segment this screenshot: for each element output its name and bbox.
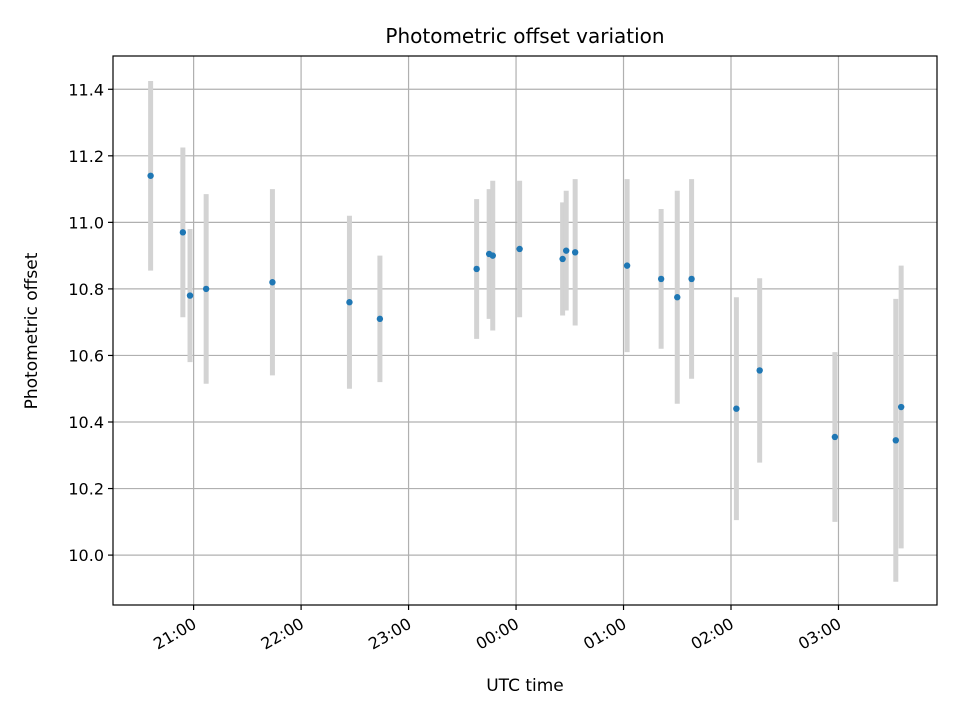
data-point — [559, 255, 566, 263]
y-tick-label: 10.0 — [68, 546, 104, 565]
data-point — [688, 275, 695, 283]
y-tick-label: 10.4 — [68, 413, 104, 432]
data-point — [489, 252, 496, 259]
plot-frame — [112, 55, 938, 606]
data-point — [733, 405, 740, 412]
data-point — [269, 279, 276, 286]
data-point — [147, 172, 154, 179]
data-point — [186, 292, 194, 299]
data-point — [657, 275, 665, 283]
chart-title: Photometric offset variation — [385, 24, 664, 48]
y-axis-label: Photometric offset — [22, 252, 42, 409]
data-point — [516, 245, 523, 253]
data-point — [376, 315, 384, 323]
data-point — [179, 229, 187, 236]
data-points — [147, 172, 905, 444]
grid — [113, 56, 937, 605]
data-point — [346, 299, 353, 306]
data-point — [202, 285, 210, 293]
y-tick-label: 11.4 — [68, 80, 104, 99]
x-axis-label: UTC time — [486, 676, 564, 696]
y-tick-label: 11.2 — [68, 147, 104, 166]
data-point — [473, 265, 480, 273]
data-point — [897, 403, 905, 411]
data-point — [674, 294, 681, 301]
y-tick-label: 11.0 — [68, 213, 104, 232]
data-point — [892, 437, 899, 444]
data-point — [756, 367, 763, 374]
data-point — [623, 262, 631, 269]
y-tick-label: 10.2 — [68, 480, 104, 499]
data-point — [571, 249, 579, 256]
data-point — [563, 247, 570, 254]
data-point — [831, 433, 839, 441]
y-tick-label: 10.6 — [68, 346, 104, 365]
y-tick-label: 10.8 — [68, 280, 104, 299]
